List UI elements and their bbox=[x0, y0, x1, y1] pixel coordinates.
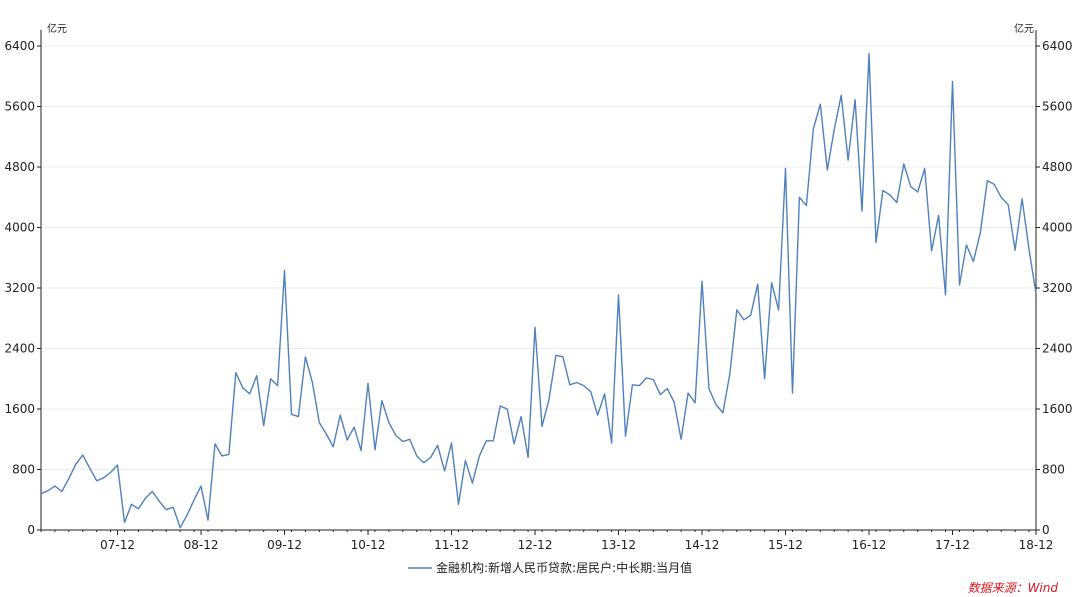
x-tick-label: 17-12 bbox=[935, 538, 970, 552]
y-tick-label-right: 0 bbox=[1042, 523, 1050, 537]
y-tick-label-left: 4800 bbox=[4, 160, 35, 174]
y-tick-label-right: 2400 bbox=[1042, 342, 1073, 356]
legend-label: 金融机构:新增人民币贷款:居民户:中长期:当月值 bbox=[436, 560, 692, 575]
y-tick-label-left: 2400 bbox=[4, 342, 35, 356]
x-tick-label: 09-12 bbox=[267, 538, 302, 552]
right-axis-unit: 亿元 bbox=[1014, 22, 1034, 35]
y-tick-label-right: 4800 bbox=[1042, 160, 1073, 174]
y-tick-label-right: 4000 bbox=[1042, 221, 1073, 235]
y-tick-label-right: 5600 bbox=[1042, 100, 1073, 114]
legend: 金融机构:新增人民币贷款:居民户:中长期:当月值 bbox=[408, 560, 692, 575]
y-tick-label-right: 1600 bbox=[1042, 402, 1073, 416]
y-tick-label-right: 6400 bbox=[1042, 39, 1073, 53]
x-tick-label: 07-12 bbox=[100, 538, 135, 552]
left-axis-unit: 亿元 bbox=[47, 22, 67, 35]
y-tick-label-left: 1600 bbox=[4, 402, 35, 416]
y-tick-label-left: 4000 bbox=[4, 221, 35, 235]
y-tick-label-left: 0 bbox=[27, 523, 35, 537]
y-tick-label-left: 800 bbox=[12, 463, 35, 477]
x-tick-label: 13-12 bbox=[601, 538, 636, 552]
y-tick-label-right: 3200 bbox=[1042, 281, 1073, 295]
x-tick-label: 12-12 bbox=[518, 538, 553, 552]
x-tick-label: 14-12 bbox=[685, 538, 720, 552]
y-tick-label-left: 6400 bbox=[4, 39, 35, 53]
y-tick-label-left: 3200 bbox=[4, 281, 35, 295]
x-tick-label: 16-12 bbox=[852, 538, 887, 552]
series-line bbox=[40, 52, 1037, 529]
y-tick-label-right: 800 bbox=[1042, 463, 1065, 477]
x-tick-label: 15-12 bbox=[768, 538, 803, 552]
x-tick-label: 08-12 bbox=[184, 538, 219, 552]
source-label: 数据来源：Wind bbox=[968, 581, 1059, 595]
x-tick-label: 10-12 bbox=[351, 538, 386, 552]
x-tick-label: 18-12 bbox=[1019, 538, 1054, 552]
y-tick-label-left: 5600 bbox=[4, 100, 35, 114]
gridlines bbox=[41, 45, 1036, 470]
axis-ticks: 0 0 800 800 1600 1600 2400 2400 3200 3200 4000 4000… bbox=[4, 39, 1072, 552]
x-tick-label: 11-12 bbox=[434, 538, 469, 552]
